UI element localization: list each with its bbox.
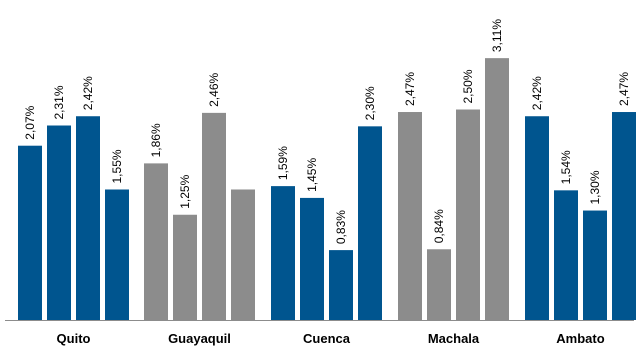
bar-guayaquil-3: [202, 112, 226, 320]
category-labels-layer: Quito Guayaquil Cuenca Machala Ambato: [57, 331, 605, 346]
bar-guayaquil-1: [144, 163, 168, 320]
bar-cuenca-4: [358, 126, 382, 320]
bar-cuenca-2: [300, 197, 324, 320]
bar-ambato-1: [525, 116, 549, 321]
data-label-machala-2: 0,84%: [432, 209, 446, 243]
bar-machala-4: [485, 58, 509, 320]
data-label-ambato-4: 2,47%: [617, 72, 631, 106]
bar-ambato-2: [554, 190, 578, 320]
bars-layer: [18, 58, 636, 321]
data-label-machala-3: 2,50%: [461, 69, 475, 103]
data-label-machala-4: 3,11%: [490, 19, 504, 52]
data-label-cuenca-2: 1,45%: [305, 158, 319, 192]
data-label-cuenca-4: 2,30%: [363, 86, 377, 120]
data-label-quito-2: 2,31%: [52, 85, 66, 119]
bar-quito-4: [105, 189, 129, 320]
bar-quito-1: [18, 145, 42, 320]
data-label-guayaquil-1: 1,86%: [149, 123, 163, 157]
data-label-ambato-1: 2,42%: [530, 76, 544, 110]
category-label-ambato: Ambato: [556, 331, 604, 346]
data-labels-layer: 2,07% 2,31% 2,42% 1,55% 1,86% 1,25% 2,46% 1,59%…: [23, 19, 631, 244]
category-label-machala: Machala: [428, 331, 480, 346]
bar-quito-3: [76, 116, 100, 321]
bar-ambato-4: [612, 112, 636, 320]
bar-machala-2: [427, 249, 451, 320]
data-label-quito-3: 2,42%: [81, 76, 95, 110]
bar-machala-3: [456, 109, 480, 320]
bar-cuenca-1: [271, 186, 295, 320]
bar-machala-1: [398, 112, 422, 320]
bar-ambato-3: [583, 210, 607, 320]
category-label-quito: Quito: [57, 331, 91, 346]
category-label-cuenca: Cuenca: [303, 331, 351, 346]
bar-guayaquil-4: [231, 189, 255, 320]
data-label-quito-1: 2,07%: [23, 105, 37, 139]
bar-cuenca-3: [329, 250, 353, 320]
data-label-quito-4: 1,55%: [110, 149, 124, 183]
data-label-cuenca-3: 0,83%: [334, 210, 348, 244]
bar-quito-2: [47, 125, 71, 320]
data-label-cuenca-1: 1,59%: [276, 146, 290, 180]
data-label-machala-1: 2,47%: [403, 72, 417, 106]
data-label-ambato-3: 1,30%: [588, 170, 602, 204]
data-label-guayaquil-2: 1,25%: [178, 174, 192, 208]
category-label-guayaquil: Guayaquil: [168, 331, 231, 346]
data-label-ambato-2: 1,54%: [559, 150, 573, 184]
data-label-guayaquil-3: 2,46%: [207, 73, 221, 107]
bar-guayaquil-2: [173, 214, 197, 320]
